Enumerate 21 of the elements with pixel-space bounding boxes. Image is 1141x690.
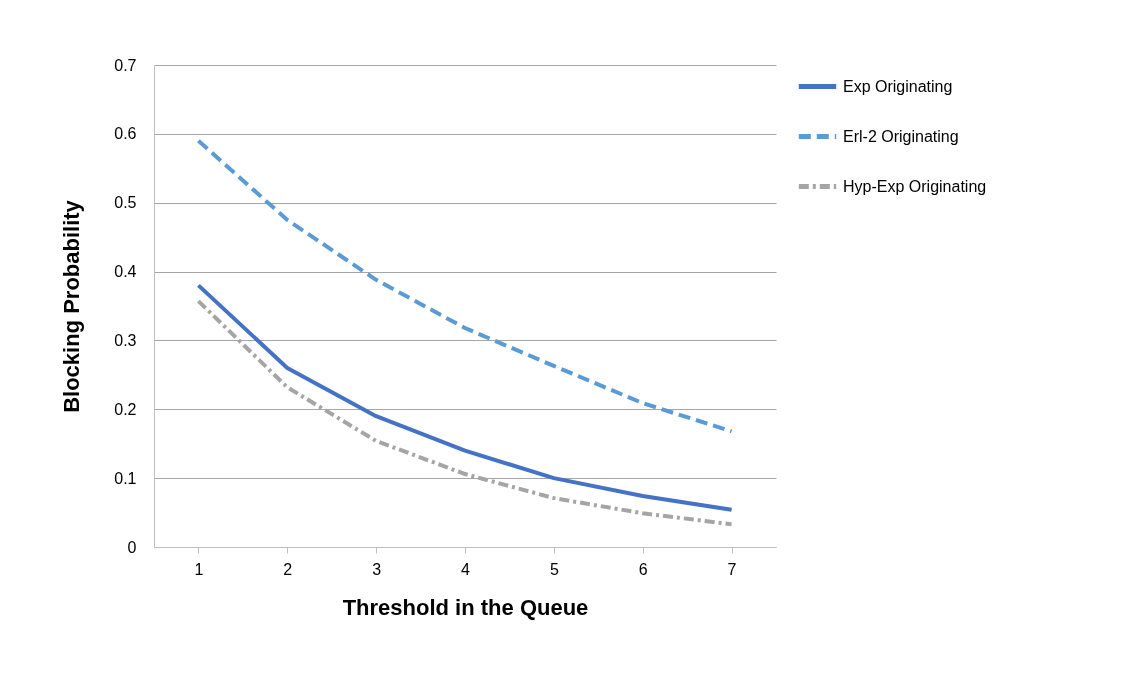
y-axis-title: Blocking Probability [59, 199, 85, 413]
legend-label: Hyp-Exp Originating [843, 177, 987, 195]
x-tick-label: 3 [372, 560, 382, 578]
x-tick-label: 4 [461, 560, 471, 578]
y-tick-label: 0.7 [114, 56, 137, 74]
y-tick-label: 0.1 [114, 469, 137, 487]
line-series [196, 138, 734, 434]
x-tick-label: 5 [549, 560, 559, 578]
x-tick-label: 7 [727, 560, 737, 578]
x-axis-title: Threshold in the Queue [342, 594, 589, 620]
x-tick-label: 2 [283, 560, 293, 578]
y-tick-label: 0.5 [114, 194, 137, 212]
x-tick-label: 6 [638, 560, 648, 578]
y-tick-label: 0.6 [114, 125, 137, 143]
y-tick-label: 0.2 [114, 400, 137, 418]
legend-label: Exp Originating [843, 77, 953, 95]
legend-label: Erl-2 Originating [843, 127, 959, 145]
y-tick-label: 0 [127, 538, 137, 556]
y-tick-label: 0.3 [114, 331, 137, 349]
y-tick-label: 0.4 [114, 263, 137, 281]
x-tick-label: 1 [194, 560, 204, 578]
